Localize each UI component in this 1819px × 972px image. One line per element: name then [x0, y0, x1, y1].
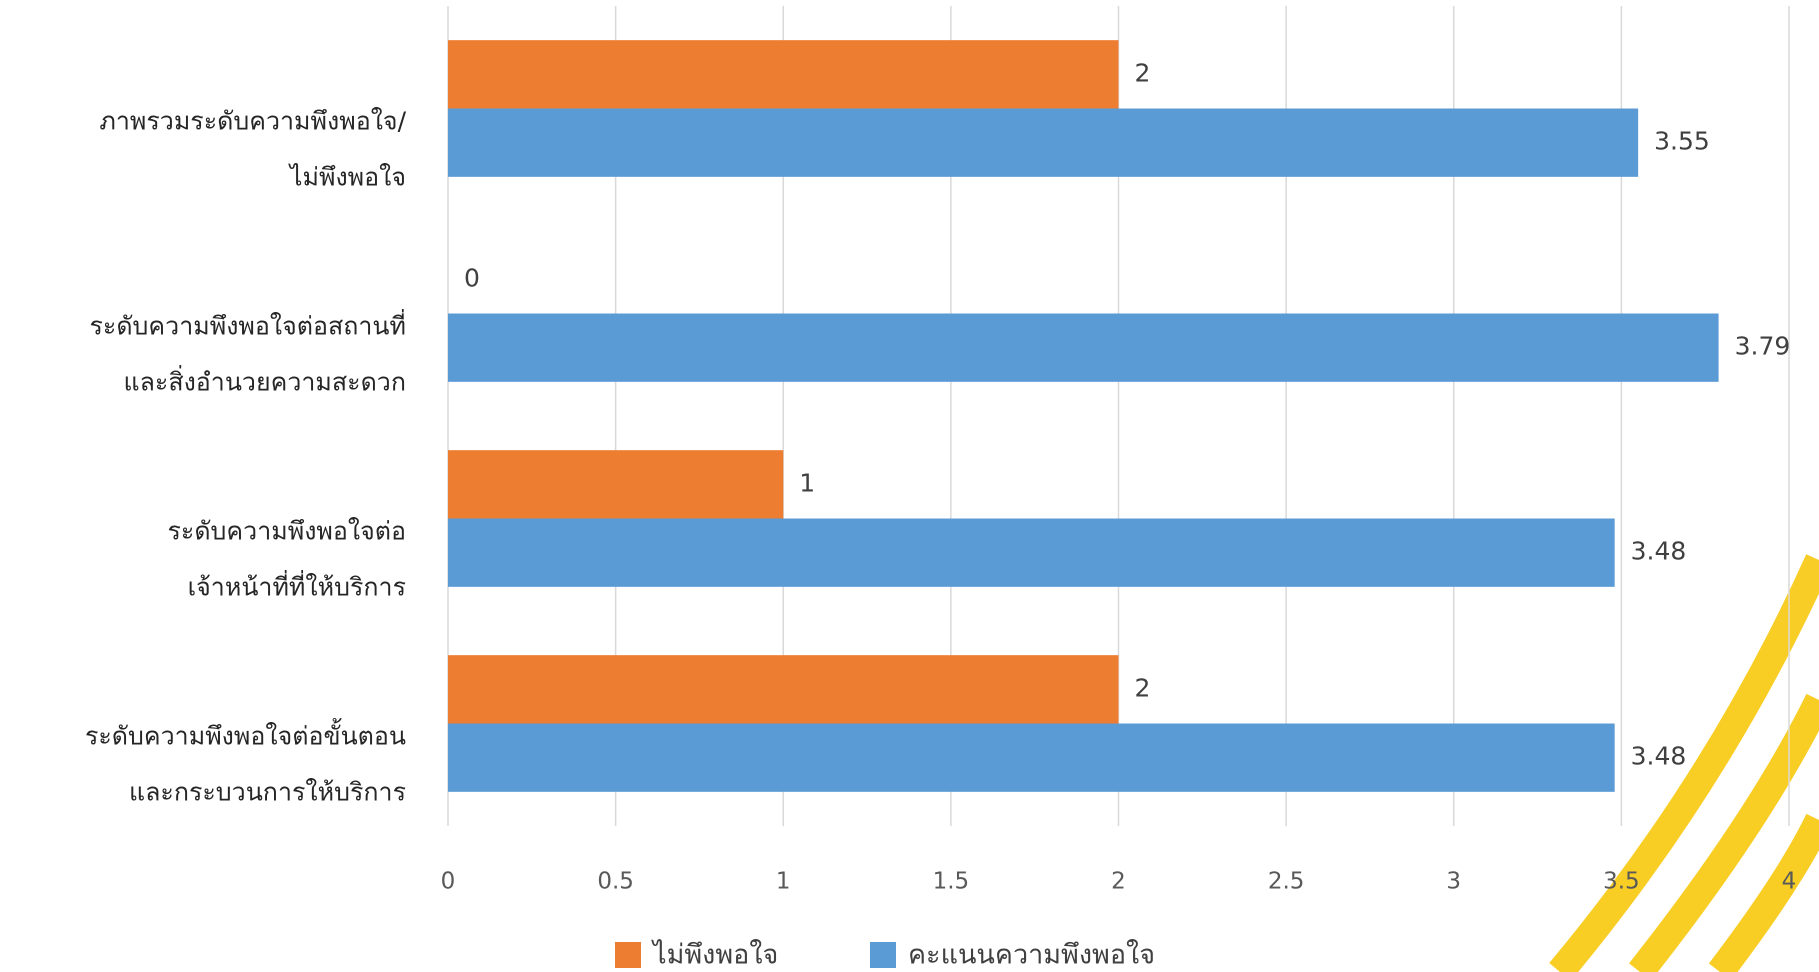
decor-arc — [1708, 813, 1819, 972]
y-tick-label: ระดับความพึงพอใจต่อสถานที่ — [89, 309, 406, 341]
background-decoration — [1549, 554, 1819, 972]
data-label: 3.79 — [1735, 332, 1791, 361]
y-tick-label: และกระบวนการให้บริการ — [129, 778, 406, 807]
data-label: 0 — [464, 263, 480, 292]
y-tick-label: ระดับความพึงพอใจต่อ — [167, 517, 406, 546]
data-label: 1 — [799, 468, 815, 497]
bar — [448, 655, 1119, 724]
bar — [448, 40, 1119, 109]
y-tick-label: เจ้าหน้าที่ที่ให้บริการ — [188, 570, 406, 602]
bar — [448, 313, 1719, 382]
decor-arc — [1549, 554, 1819, 972]
legend-swatch — [870, 942, 896, 968]
x-tick-label: 3 — [1446, 869, 1461, 895]
bar — [448, 518, 1615, 587]
y-tick-label: ไม่พึงพอใจ — [288, 163, 406, 192]
y-tick-label: ระดับความพึงพอใจต่อขั้นตอน — [85, 718, 406, 751]
x-tick-label: 4 — [1782, 869, 1797, 895]
x-tick-label: 2 — [1111, 869, 1126, 895]
x-tick-label: 0.5 — [597, 869, 634, 895]
decor-arc — [1629, 693, 1819, 972]
y-tick-label: และสิ่งอำนวยความสะดวก — [123, 365, 406, 397]
data-label: 3.48 — [1631, 537, 1687, 566]
bar — [448, 723, 1615, 792]
legend-label: คะแนนความพึงพอใจ — [908, 939, 1155, 971]
legend-swatch — [615, 942, 641, 968]
legend-label: ไม่พึงพอใจ — [651, 939, 778, 971]
x-tick-label: 1.5 — [933, 869, 970, 895]
x-tick-label: 0 — [441, 869, 456, 895]
x-tick-label: 1 — [776, 869, 791, 895]
data-label: 3.55 — [1654, 127, 1710, 156]
y-tick-label: ภาพรวมระดับความพึงพอใจ/ — [99, 107, 406, 136]
x-tick-label: 3.5 — [1603, 869, 1640, 895]
x-tick-label: 2.5 — [1268, 869, 1305, 895]
data-label: 3.48 — [1631, 742, 1687, 771]
bar — [448, 450, 784, 519]
bar — [448, 108, 1639, 177]
data-label: 2 — [1135, 673, 1151, 702]
data-label: 2 — [1135, 58, 1151, 87]
